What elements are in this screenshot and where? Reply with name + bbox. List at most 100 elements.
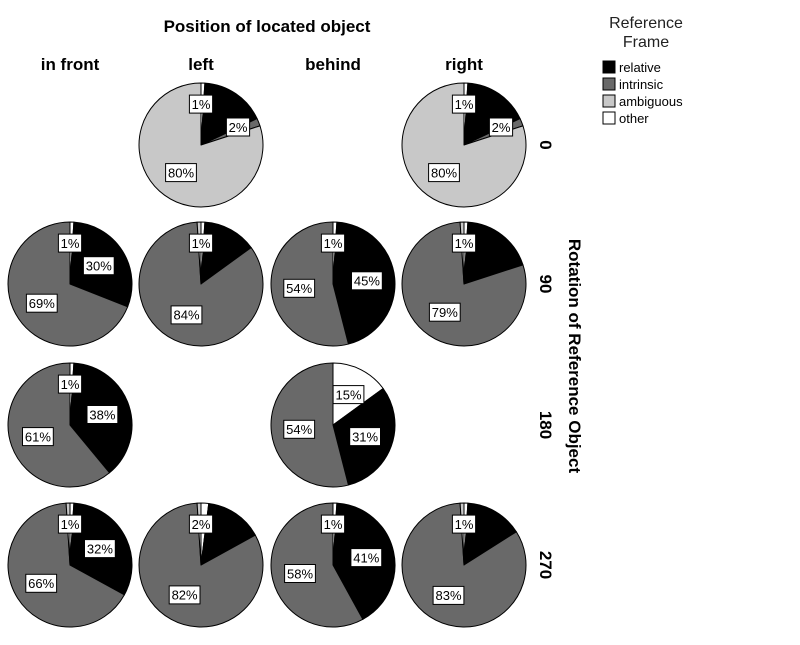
data-label-intrinsic: 58%	[284, 564, 316, 583]
data-label-text: 31%	[352, 429, 378, 444]
column-header-right: right	[445, 55, 483, 74]
data-label-box	[57, 233, 83, 253]
data-label-box	[25, 293, 58, 313]
data-label-ambiguous: 80%	[165, 163, 197, 183]
data-label-text: 1%	[61, 377, 80, 392]
legend-label-relative: relative	[619, 60, 661, 75]
data-label-intrinsic: 79%	[428, 302, 461, 322]
data-label-intrinsic: 69%	[25, 293, 58, 313]
data-label-other: 1%	[188, 233, 214, 253]
data-label-other: 1%	[451, 94, 477, 114]
slice-intrinsic	[7, 502, 125, 628]
row-header-title: Rotation of Reference Object	[565, 239, 584, 474]
slice-intrinsic	[7, 221, 129, 347]
data-label-text: 69%	[29, 296, 55, 311]
data-label-text: 1%	[192, 97, 211, 112]
data-label-box	[84, 539, 116, 559]
pie-180-behind: 15% 31% 54%	[270, 362, 396, 488]
data-label-text: 2%	[492, 120, 511, 135]
column-header-behind: behind	[305, 55, 361, 74]
row-header-270: 270	[536, 551, 555, 579]
data-label-ambiguous: 80%	[428, 163, 460, 183]
data-label-box	[284, 564, 316, 583]
data-label-box	[332, 385, 365, 405]
data-label-other: 1%	[451, 233, 477, 253]
data-label-box	[225, 117, 251, 137]
pie-270-right: 1% 83%	[401, 502, 527, 628]
data-label-text: 84%	[173, 308, 199, 323]
data-label-box	[320, 233, 346, 253]
data-label-box	[170, 305, 203, 325]
data-label-box	[25, 573, 58, 593]
column-header-left: left	[188, 55, 214, 74]
slice-intrinsic	[7, 362, 111, 488]
data-label-other: 1%	[57, 233, 83, 253]
legend-label-other: other	[619, 111, 649, 126]
legend-swatch-relative	[602, 60, 616, 74]
data-label-text: 79%	[432, 305, 458, 320]
data-label-box	[283, 419, 316, 439]
slice-relative	[200, 502, 256, 566]
data-label-box	[22, 427, 54, 447]
pie-90-in-front: 1% 30% 69%	[7, 221, 133, 347]
data-label-intrinsic: 54%	[283, 419, 316, 439]
data-label-intrinsic: 2%	[225, 117, 251, 137]
data-label-text: 45%	[354, 274, 380, 289]
data-label-text: 41%	[353, 550, 379, 565]
pie-270-behind: 1% 41% 58%	[270, 502, 396, 628]
data-label-box	[451, 94, 477, 114]
slice-relative	[463, 82, 521, 146]
data-label-other: 1%	[57, 374, 83, 394]
data-label-box	[82, 256, 115, 276]
data-label-relative: 45%	[351, 271, 383, 291]
row-header-180: 180	[536, 411, 555, 439]
data-label-text: 54%	[286, 422, 312, 437]
data-label-relative: 31%	[349, 427, 382, 447]
data-label-box	[86, 405, 119, 424]
data-label-box	[188, 94, 214, 114]
data-label-box	[428, 163, 460, 183]
data-label-box	[188, 233, 214, 253]
data-label-intrinsic: 84%	[170, 305, 203, 325]
data-label-other: 2%	[188, 514, 214, 534]
data-label-text: 1%	[61, 236, 80, 251]
row-header-0: 0	[536, 140, 555, 149]
data-label-text: 32%	[87, 541, 113, 556]
legend-label-ambiguous: ambiguous	[619, 94, 683, 109]
pie-180-in-front: 1% 38% 61%	[7, 362, 133, 488]
data-label-text: 38%	[89, 407, 115, 422]
data-label-text: 1%	[455, 517, 474, 532]
data-label-box	[488, 117, 514, 137]
legend: Reference Frame relative intrinsic ambiguous…	[602, 15, 683, 126]
data-label-text: 82%	[172, 588, 198, 603]
pie-270-in-front: 1% 32% 66%	[7, 502, 133, 628]
legend-swatch-other	[602, 111, 616, 125]
slice-relative	[200, 82, 258, 146]
data-label-intrinsic: 66%	[25, 573, 58, 593]
slice-intrinsic	[270, 502, 364, 628]
data-label-box	[451, 514, 477, 534]
legend-swatch-ambiguous	[602, 94, 616, 108]
data-label-text: 15%	[335, 387, 361, 402]
data-label-other: 1%	[320, 514, 346, 534]
slice-relative	[463, 221, 524, 285]
data-label-relative: 41%	[350, 548, 383, 568]
legend-label-intrinsic: intrinsic	[619, 77, 664, 92]
data-label-intrinsic: 61%	[22, 427, 54, 447]
column-header-title: Position of located object	[164, 17, 371, 36]
data-label-text: 54%	[286, 281, 312, 296]
pie-90-left: 1% 84%	[138, 221, 264, 347]
pie-0-left: 1% 2% 80%	[138, 82, 264, 208]
data-label-other: 1%	[57, 514, 83, 534]
data-label-box	[165, 163, 197, 183]
data-label-box	[320, 514, 346, 534]
data-label-relative: 30%	[82, 256, 115, 276]
data-label-intrinsic: 2%	[488, 117, 514, 137]
data-label-text: 1%	[455, 97, 474, 112]
data-label-box	[188, 514, 214, 534]
data-label-text: 30%	[86, 259, 112, 274]
data-label-text: 2%	[192, 517, 211, 532]
data-label-box	[349, 427, 382, 447]
